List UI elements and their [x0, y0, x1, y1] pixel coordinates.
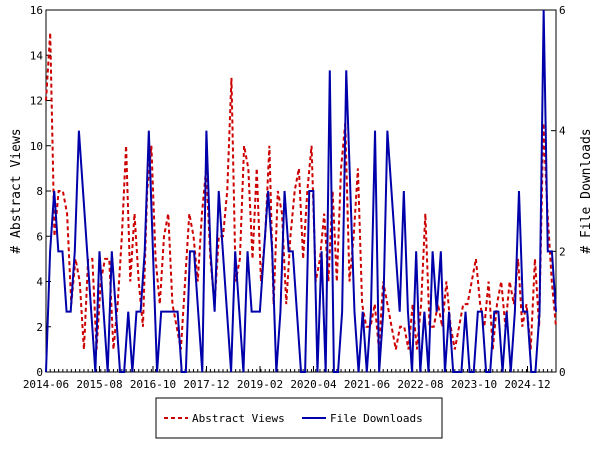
left-tick-label: 0: [36, 366, 43, 379]
x-tick-label: 2024-12: [504, 378, 550, 391]
x-tick-label: 2019-02: [237, 378, 283, 391]
left-tick-label: 12: [30, 95, 43, 108]
right-tick-label: 0: [559, 366, 566, 379]
legend-box: [155, 397, 443, 439]
left-tick-label: 2: [36, 321, 43, 334]
x-tick-label: 2022-08: [397, 378, 443, 391]
legend-label-file-downloads: File Downloads: [330, 412, 423, 425]
right-tick-label: 6: [559, 4, 566, 17]
legend: Abstract Views File Downloads: [155, 397, 443, 439]
x-tick-label: 2017-12: [183, 378, 229, 391]
x-tick-label: 2014-06: [23, 378, 69, 391]
legend-label-abstract-views: Abstract Views: [192, 412, 285, 425]
x-tick-label: 2021-06: [344, 378, 390, 391]
left-tick-label: 8: [36, 185, 43, 198]
x-tick-label: 2023-10: [451, 378, 497, 391]
left-tick-label: 16: [30, 4, 43, 17]
series-line-abstract-views: [45, 32, 557, 350]
series-layer: [45, 9, 557, 373]
left-axis-title: # Abstract Views: [9, 128, 24, 253]
x-tick-label: 2020-04: [290, 378, 337, 391]
right-axis-title: # File Downloads: [579, 128, 594, 253]
x-tick-label: 2016-10: [130, 378, 176, 391]
x-tick-label: 2015-08: [76, 378, 122, 391]
right-tick-label: 2: [559, 245, 566, 258]
plot-frame: [45, 9, 557, 373]
left-tick-label: 4: [36, 276, 43, 289]
left-tick-label: 6: [36, 230, 43, 243]
left-tick-label: 10: [30, 140, 43, 153]
right-tick-label: 4: [559, 125, 566, 138]
left-tick-label: 14: [30, 49, 44, 62]
series-line-file-downloads: [45, 9, 557, 373]
